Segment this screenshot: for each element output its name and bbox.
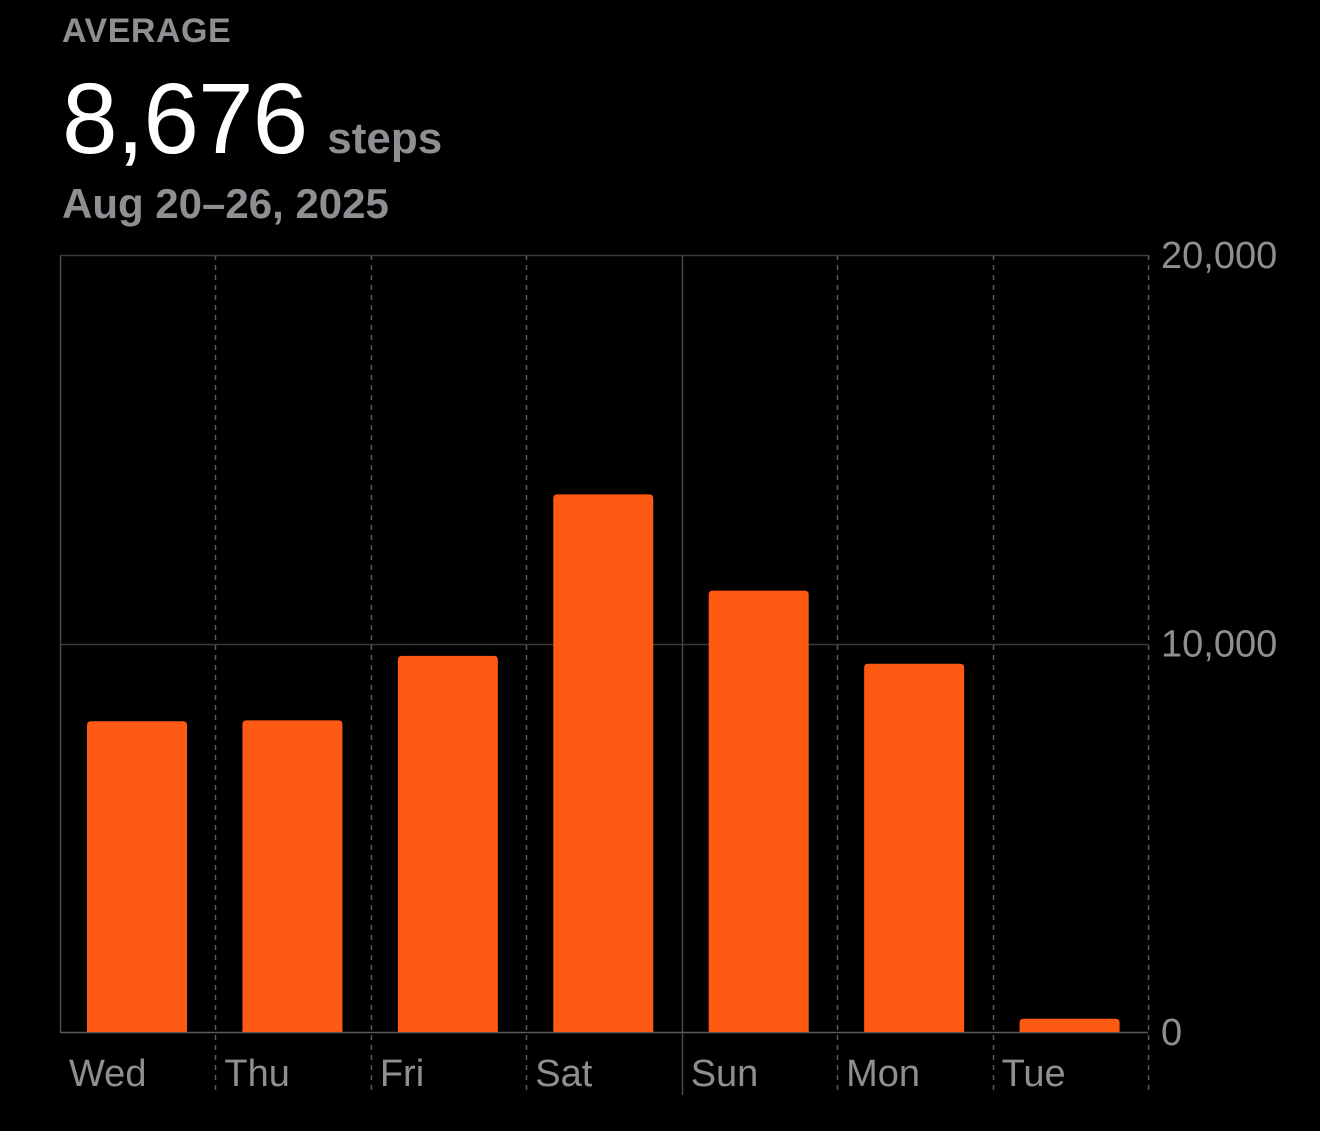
bar-sun[interactable] bbox=[708, 590, 809, 1032]
y-tick-label: 10,000 bbox=[1161, 624, 1277, 666]
bar-wed[interactable] bbox=[87, 721, 187, 1032]
bar-sat[interactable] bbox=[553, 494, 654, 1032]
average-unit: steps bbox=[327, 114, 443, 163]
x-tick-label-tue: Tue bbox=[1002, 1053, 1066, 1095]
x-tick-label-thu: Thu bbox=[224, 1053, 289, 1095]
x-tick-label-fri: Fri bbox=[380, 1053, 424, 1095]
bar-fri[interactable] bbox=[397, 655, 498, 1032]
bar-mon[interactable] bbox=[864, 663, 965, 1032]
average-value: 8,676 bbox=[62, 63, 308, 175]
average-value-row: 8,676 steps bbox=[62, 62, 442, 177]
bar-tue[interactable] bbox=[1019, 1018, 1120, 1032]
x-tick-label-sun: Sun bbox=[691, 1053, 759, 1095]
bar-thu[interactable] bbox=[242, 720, 343, 1032]
x-tick-label-mon: Mon bbox=[846, 1053, 920, 1095]
x-tick-label-sat: Sat bbox=[535, 1053, 592, 1095]
date-range: Aug 20–26, 2025 bbox=[62, 180, 389, 227]
y-tick-label: 0 bbox=[1161, 1012, 1182, 1054]
y-tick-label: 20,000 bbox=[1161, 235, 1277, 277]
average-label: AVERAGE bbox=[62, 12, 232, 50]
x-tick-label-wed: Wed bbox=[69, 1053, 146, 1095]
